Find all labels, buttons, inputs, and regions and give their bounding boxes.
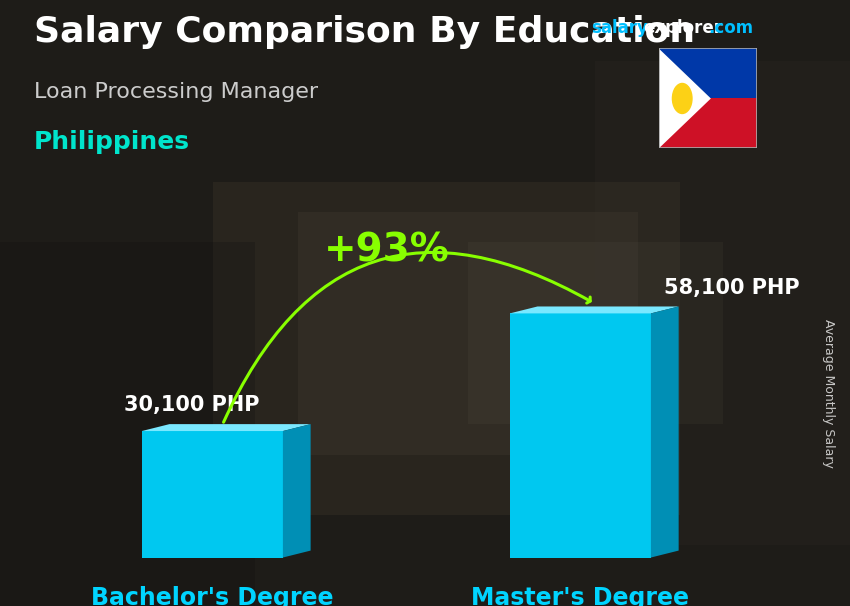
Polygon shape: [510, 313, 651, 558]
Text: Salary Comparison By Education: Salary Comparison By Education: [34, 15, 695, 49]
Text: Loan Processing Manager: Loan Processing Manager: [34, 82, 318, 102]
Polygon shape: [283, 424, 310, 558]
Bar: [659, 98, 756, 148]
Polygon shape: [659, 48, 711, 148]
Bar: [468, 242, 722, 424]
Text: salary: salary: [591, 19, 648, 38]
Text: 30,100 PHP: 30,100 PHP: [124, 395, 260, 415]
Text: Master's Degree: Master's Degree: [472, 586, 689, 606]
Bar: [595, 61, 850, 545]
Polygon shape: [510, 307, 678, 313]
Text: Bachelor's Degree: Bachelor's Degree: [91, 586, 333, 606]
Bar: [659, 48, 756, 98]
Polygon shape: [142, 431, 283, 558]
Circle shape: [672, 84, 692, 113]
Bar: [298, 212, 638, 454]
Text: explorer: explorer: [643, 19, 722, 38]
Bar: [0, 242, 255, 606]
Text: 58,100 PHP: 58,100 PHP: [664, 278, 799, 298]
Text: .com: .com: [708, 19, 753, 38]
Text: +93%: +93%: [323, 231, 449, 270]
Polygon shape: [142, 424, 310, 431]
Text: Philippines: Philippines: [34, 130, 190, 155]
Bar: [212, 182, 680, 515]
Text: Average Monthly Salary: Average Monthly Salary: [822, 319, 836, 468]
Polygon shape: [651, 307, 678, 558]
